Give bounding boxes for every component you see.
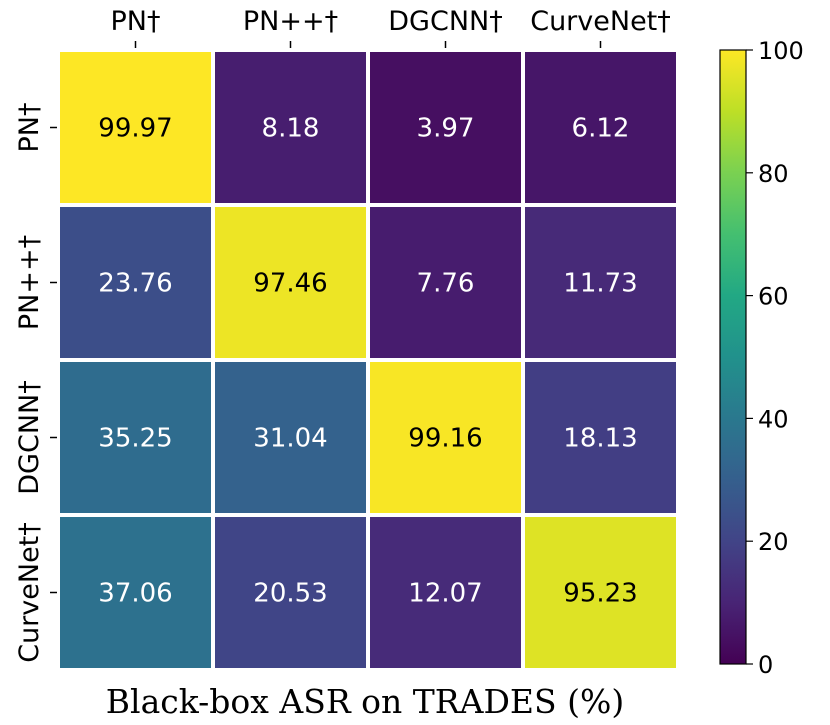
y-tick-label: PN†: [14, 103, 45, 153]
heatmap-cell: [370, 362, 521, 513]
cell-value-label: 8.18: [262, 114, 320, 144]
heatmap-cell: [370, 207, 521, 358]
cell-value-label: 23.76: [98, 269, 172, 299]
heatmap-cell: [60, 517, 211, 668]
heatmap-grid: 99.97 8.18 3.97 6.12 23.76 97.46 7.76 11.73 35.2…: [60, 52, 676, 668]
cell-value-label: 97.46: [253, 269, 327, 299]
y-tick-label: CurveNet†: [14, 522, 45, 663]
heatmap-cell: [215, 52, 366, 203]
cell-value-label: 6.12: [572, 114, 630, 144]
heatmap-cell: [525, 207, 676, 358]
cell-value-label: 3.97: [417, 114, 475, 144]
colorbar-tick-label: 20: [758, 528, 789, 556]
x-tick-label: PN++†: [243, 6, 338, 37]
heatmap-cell: [525, 362, 676, 513]
cell-value-label: 18.13: [563, 424, 637, 454]
cell-value-label: 7.76: [417, 269, 475, 299]
y-tick-label: DGCNN†: [14, 380, 45, 494]
cell-value-label: 12.07: [408, 579, 482, 609]
heatmap-cell: [60, 362, 211, 513]
heatmap-cell: [370, 52, 521, 203]
y-axis: PN† PN++† DGCNN† CurveNet†: [14, 103, 57, 663]
colorbar-tick-label: 60: [758, 283, 789, 311]
colorbar-tick-label: 0: [758, 651, 773, 679]
cell-value-label: 31.04: [253, 424, 327, 454]
heatmap-cell: [60, 207, 211, 358]
y-tick-label: PN++†: [14, 235, 45, 330]
colorbar-tick-label: 80: [758, 160, 789, 188]
heatmap-cell: [370, 517, 521, 668]
x-axis: PN† PN++† DGCNN† CurveNet†: [111, 6, 671, 48]
cell-value-label: 37.06: [98, 579, 172, 609]
cell-value-label: 99.16: [408, 424, 482, 454]
cell-value-label: 95.23: [563, 579, 637, 609]
heatmap-cell: [525, 52, 676, 203]
x-tick-label: PN†: [111, 6, 161, 37]
heatmap-cell: [215, 362, 366, 513]
colorbar: 0 20 40 60 80 100: [719, 37, 804, 679]
colorbar-tick-label: 100: [758, 37, 804, 65]
cell-value-label: 99.97: [98, 114, 172, 144]
heatmap-cell: [60, 52, 211, 203]
colorbar-gradient: [719, 49, 747, 665]
heatmap-cell: [525, 517, 676, 668]
x-axis-label: Black-box ASR on TRADES (%): [106, 682, 624, 721]
x-tick-label: CurveNet†: [530, 6, 671, 37]
heatmap-cell: [215, 207, 366, 358]
x-tick-label: DGCNN†: [388, 6, 502, 37]
cell-value-label: 35.25: [98, 424, 172, 454]
cell-value-label: 11.73: [563, 269, 637, 299]
colorbar-tick-label: 40: [758, 405, 789, 433]
cell-value-label: 20.53: [253, 579, 327, 609]
heatmap-cell: [215, 517, 366, 668]
